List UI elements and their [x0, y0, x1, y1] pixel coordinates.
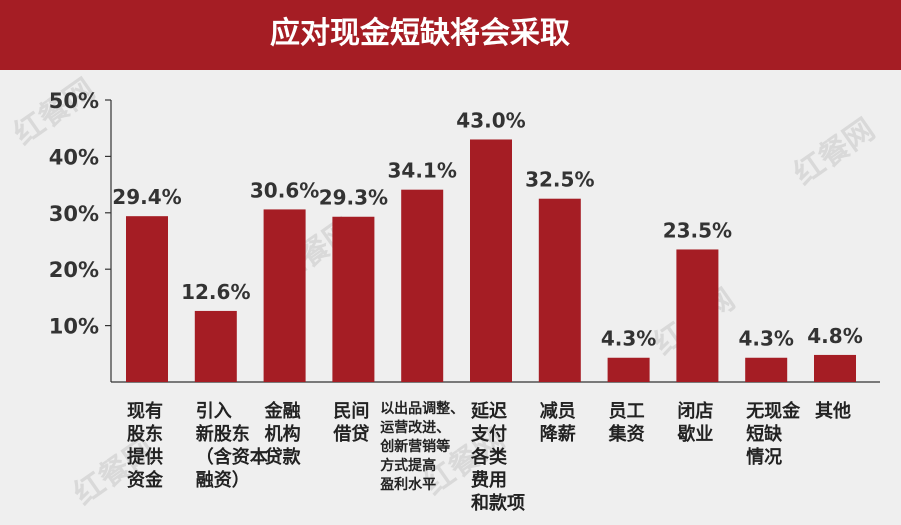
data-label: 4.3% — [601, 327, 656, 351]
x-tick-label: 其他 — [815, 400, 851, 423]
x-tick-label-line: 以出品调整、 — [380, 401, 465, 417]
data-label: 43.0% — [456, 108, 525, 132]
watermark-text: 红餐网 — [788, 112, 882, 192]
bar — [470, 139, 512, 382]
x-tick-label-line: 新股东 — [195, 424, 250, 445]
x-tick-label-line: 费用 — [471, 470, 507, 491]
x-tick-label-line: 现有 — [127, 401, 163, 422]
data-label: 29.3% — [319, 186, 388, 210]
bar — [538, 198, 581, 382]
bar — [676, 249, 719, 382]
x-tick-label-line: 民间 — [333, 401, 370, 422]
header-bar: 应对现金短缺将会采取 — [0, 0, 901, 70]
x-tick-label-line: 运营改进、 — [380, 420, 451, 436]
x-tick-label-line: 借贷 — [333, 424, 370, 445]
x-tick-label-line: 员工 — [608, 401, 645, 422]
y-tick-label: 50% — [49, 89, 99, 113]
data-label: 12.6% — [181, 280, 250, 304]
x-tick-label: 减员 降薪 — [540, 400, 576, 446]
x-tick-label-line: 短缺 — [746, 424, 783, 445]
x-tick-label-line: 各类 — [471, 447, 507, 468]
bar — [607, 357, 650, 382]
data-label: 30.6% — [250, 178, 319, 202]
x-tick-label-line: 提供 — [127, 447, 163, 468]
y-tick-label: 20% — [49, 258, 99, 282]
x-tick-label-line: 资金 — [127, 470, 163, 491]
bar — [126, 216, 168, 382]
x-tick-label-line: 盈利水平 — [380, 477, 437, 493]
x-tick-label: 现有 股东 提供 资金 — [127, 400, 163, 492]
x-tick-label-line: 方式提高 — [380, 458, 437, 474]
x-tick-label: 延迟 支付 各类 费用 和款项 — [471, 400, 525, 515]
data-label: 29.4% — [112, 185, 181, 209]
x-tick-label-line: 机构 — [264, 424, 301, 445]
x-tick-label: 闭店 歇业 — [677, 400, 713, 446]
x-tick-label-line: 无现金 — [746, 401, 801, 422]
x-tick-label-line: （含资本 — [195, 447, 268, 468]
bar — [263, 209, 306, 382]
x-tick-label-line: 引入 — [195, 401, 232, 422]
data-label: 32.5% — [525, 168, 594, 192]
bar — [194, 310, 237, 382]
x-tick-label-line: 减员 — [539, 401, 576, 422]
y-tick-label: 10% — [49, 315, 99, 339]
x-tick-label-line: 和款项 — [471, 493, 525, 514]
x-tick-label: 民间 借贷 — [333, 400, 369, 446]
x-tick-label-line: 金融 — [264, 401, 301, 422]
x-tick-label: 引入 新股东 （含资本 融资） — [196, 400, 268, 492]
x-tick-label: 员工 集资 — [609, 400, 645, 446]
x-tick-label-line: 集资 — [608, 424, 645, 445]
bar — [401, 189, 444, 382]
x-tick-label-line: 其他 — [815, 401, 851, 422]
x-tick-label-line: 情况 — [746, 447, 783, 468]
data-label: 4.8% — [807, 324, 862, 348]
data-label: 4.3% — [738, 327, 793, 351]
x-tick-label-line: 支付 — [471, 424, 507, 445]
x-tick-label-line: 股东 — [127, 424, 163, 445]
x-tick-label-line: 闭店 — [677, 401, 714, 422]
bar — [745, 357, 788, 382]
x-tick-label-line: 创新营销等 — [380, 439, 451, 455]
x-tick-label: 金融 机构 贷款 — [265, 400, 301, 469]
x-tick-label-line: 延迟 — [471, 401, 507, 422]
data-label: 23.5% — [663, 218, 732, 242]
x-tick-label-line: 融资） — [195, 470, 250, 491]
bar — [332, 216, 375, 382]
x-tick-label: 无现金 短缺 情况 — [746, 400, 800, 469]
data-label: 34.1% — [388, 159, 457, 183]
y-tick-label: 30% — [49, 202, 99, 226]
x-tick-label-line: 降薪 — [539, 424, 576, 445]
y-tick-label: 40% — [49, 145, 99, 169]
x-tick-label-line: 歇业 — [677, 424, 714, 445]
x-tick-label-line: 贷款 — [264, 447, 301, 468]
page-title: 应对现金短缺将会采取 — [270, 16, 570, 51]
x-tick-label: 以出品调整、 运营改进、创新营销等方式提高盈利水平 — [380, 400, 464, 495]
bar — [814, 354, 856, 382]
